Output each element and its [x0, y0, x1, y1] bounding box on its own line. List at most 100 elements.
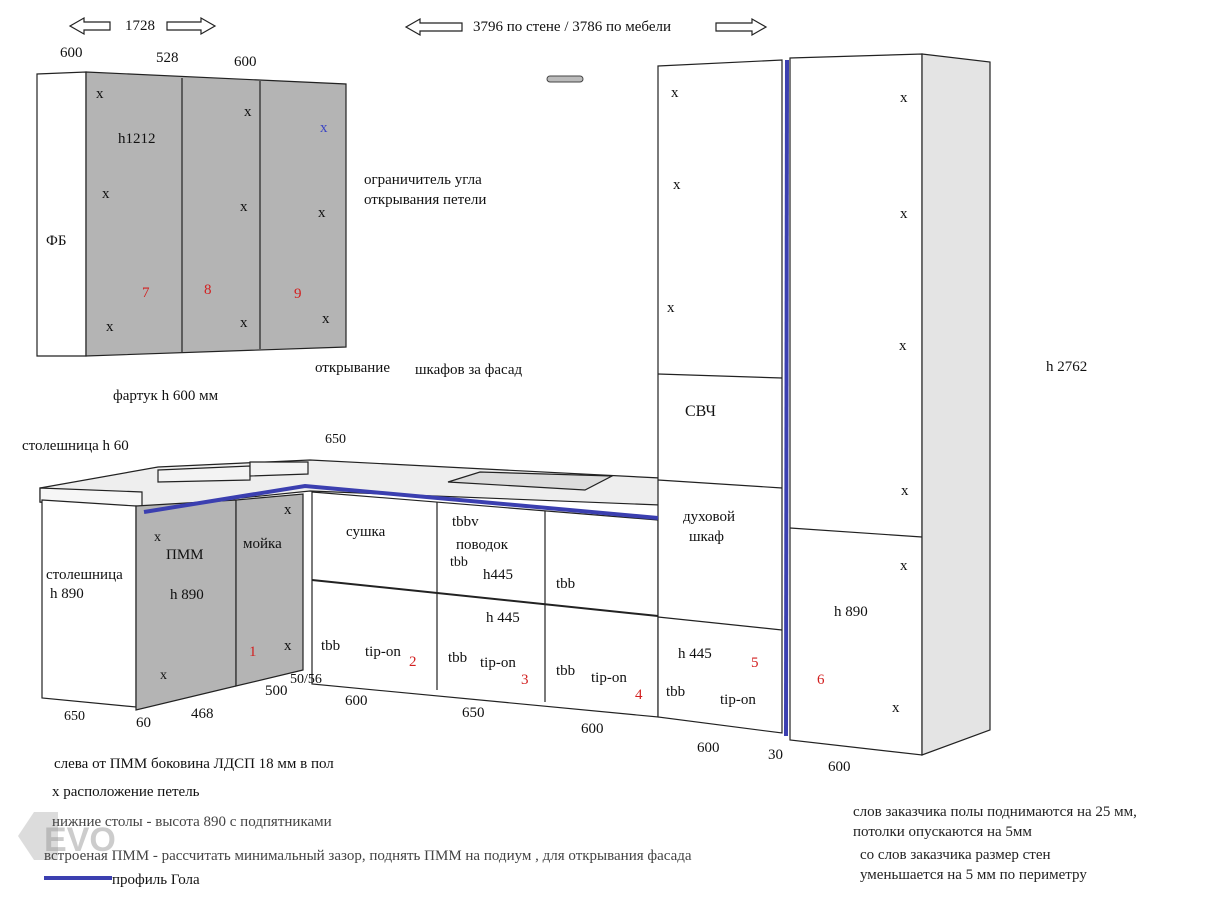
countertop-note: столешница h 60 — [22, 438, 129, 454]
dim-arrows — [68, 16, 768, 37]
tbb-label: tbb — [450, 555, 468, 570]
hinge-mark: x — [900, 206, 908, 222]
hinge-mark: x — [284, 502, 292, 518]
lower-left — [41, 493, 304, 711]
upper-number-8: 8 — [204, 282, 212, 298]
legend-line-3: нижние столы - высота 890 с подпятниками — [52, 814, 332, 830]
module-number-1: 1 — [249, 644, 257, 660]
tbb-label: tbb — [556, 576, 576, 592]
tall-left-face — [657, 59, 783, 734]
dim-bottom-600-b: 600 — [581, 721, 604, 737]
sink-facade — [235, 493, 304, 687]
tipon-label: tip-on — [480, 655, 516, 671]
tbbv-label: tbbv — [452, 514, 479, 530]
lower-side-label-1: столешница — [46, 567, 123, 583]
hinge-mark: x — [899, 338, 907, 354]
legend-line-5: профиль Гола — [112, 872, 200, 888]
dim-upper-2: 528 — [156, 50, 179, 66]
h445-label: h445 — [483, 567, 513, 583]
tbb-label: tbb — [666, 684, 686, 700]
upper-cabinets — [36, 71, 347, 357]
apron-note: фартук h 600 мм — [113, 388, 219, 404]
dim-left-total: 1728 — [125, 18, 155, 34]
tall-right-split — [789, 527, 923, 538]
tall-height-label: h 2762 — [1046, 359, 1088, 375]
hinge-mark: x — [160, 668, 167, 683]
module-number-5: 5 — [751, 655, 759, 671]
dim-bottom-30: 30 — [768, 747, 783, 763]
h445-label: h 445 — [678, 646, 712, 662]
hinge-mark: x — [244, 104, 252, 120]
hob — [447, 471, 615, 491]
hinge-mark: x — [667, 300, 675, 316]
hinge-mark: x — [901, 483, 909, 499]
limiter-note: ограничитель угла открывания петели — [364, 172, 487, 208]
dim-bottom-500: 500 — [265, 683, 288, 699]
evo-logo-hex — [18, 812, 58, 860]
client-note-a1: слов заказчика полы поднимаются на 25 мм… — [853, 804, 1137, 820]
lower-side-panel — [41, 499, 137, 708]
tipon-label: tip-on — [365, 644, 401, 660]
h445-label: h 445 — [486, 610, 520, 626]
microwave-label: СВЧ — [685, 403, 716, 420]
module-number-4: 4 — [635, 687, 643, 703]
hinge-mark: x — [900, 558, 908, 574]
lead-label: поводок — [456, 537, 508, 553]
light-fixture — [546, 75, 584, 83]
hinge-mark: x — [671, 85, 679, 101]
tall-bottom-height: h 890 — [834, 604, 868, 620]
arrow-right-1728 — [166, 16, 217, 36]
module-number-6: 6 — [817, 672, 825, 688]
client-note-a2: потолки опускаются на 5мм — [853, 824, 1032, 840]
dim-upper-1: 600 — [60, 45, 83, 61]
upper-side-panel — [36, 71, 87, 357]
hinge-mark: x — [322, 311, 330, 327]
arrow-right-main — [715, 17, 768, 37]
hinge-mark: x — [900, 90, 908, 106]
module-number-2: 2 — [409, 654, 417, 670]
opening-note-rest: шкафов за фасад — [415, 362, 523, 378]
arrow-left-main — [404, 17, 463, 37]
dim-main-total: 3796 по стене / 3786 по мебели — [473, 19, 672, 35]
dim-bottom-600-d: 600 — [828, 759, 851, 775]
dim-upper-3: 600 — [234, 54, 257, 70]
dim-bottom-600-c: 600 — [697, 740, 720, 756]
hinge-mark: x — [284, 638, 292, 654]
gola-vertical — [784, 59, 789, 737]
dim-bottom-650: 650 — [462, 705, 485, 721]
legend-line-4: встроеная ПММ - рассчитать минимальный з… — [44, 848, 692, 864]
dim-bottom-600-a: 600 — [345, 693, 368, 709]
oven-label-2: шкаф — [689, 529, 724, 545]
upper-side-label: ФБ — [46, 233, 67, 249]
tall-left-shelf-3 — [657, 616, 783, 631]
legend-line-2: x расположение петель — [52, 784, 200, 800]
countertop — [39, 459, 661, 509]
tall-left — [657, 59, 783, 734]
hinge-mark: x — [892, 700, 900, 716]
client-note-b1: со слов заказчика размер стен — [860, 847, 1051, 863]
pmm-facade — [135, 499, 237, 711]
upper-facades — [85, 71, 347, 357]
upper-number-9: 9 — [294, 286, 302, 302]
tall-right — [789, 53, 991, 756]
dim-bottom-468: 468 — [191, 706, 214, 722]
hinge-mark: x — [96, 86, 104, 102]
drawer-line-top — [311, 579, 659, 617]
drying-label: сушка — [346, 524, 386, 540]
hinge-mark: x — [240, 199, 248, 215]
sink-plate-1 — [157, 465, 251, 483]
pmm-height: h 890 — [170, 587, 204, 603]
tall-left-shelf-1 — [657, 373, 783, 379]
arrow-left-1728 — [68, 16, 111, 36]
opening-note: открывание — [315, 360, 390, 376]
hinge-mark: x — [102, 186, 110, 202]
legend-line-1: слева от ПММ боковина ЛДСП 18 мм в пол — [54, 756, 334, 772]
module-number-3: 3 — [521, 672, 529, 688]
hinge-mark: x — [154, 530, 161, 545]
oven-label-1: духовой — [683, 509, 736, 525]
hinge-mark: x — [106, 319, 114, 335]
evo-logo-text: EVO — [44, 821, 116, 859]
lower-side-label-2: h 890 — [50, 586, 84, 602]
dim-bottom-650-left: 650 — [64, 709, 85, 724]
